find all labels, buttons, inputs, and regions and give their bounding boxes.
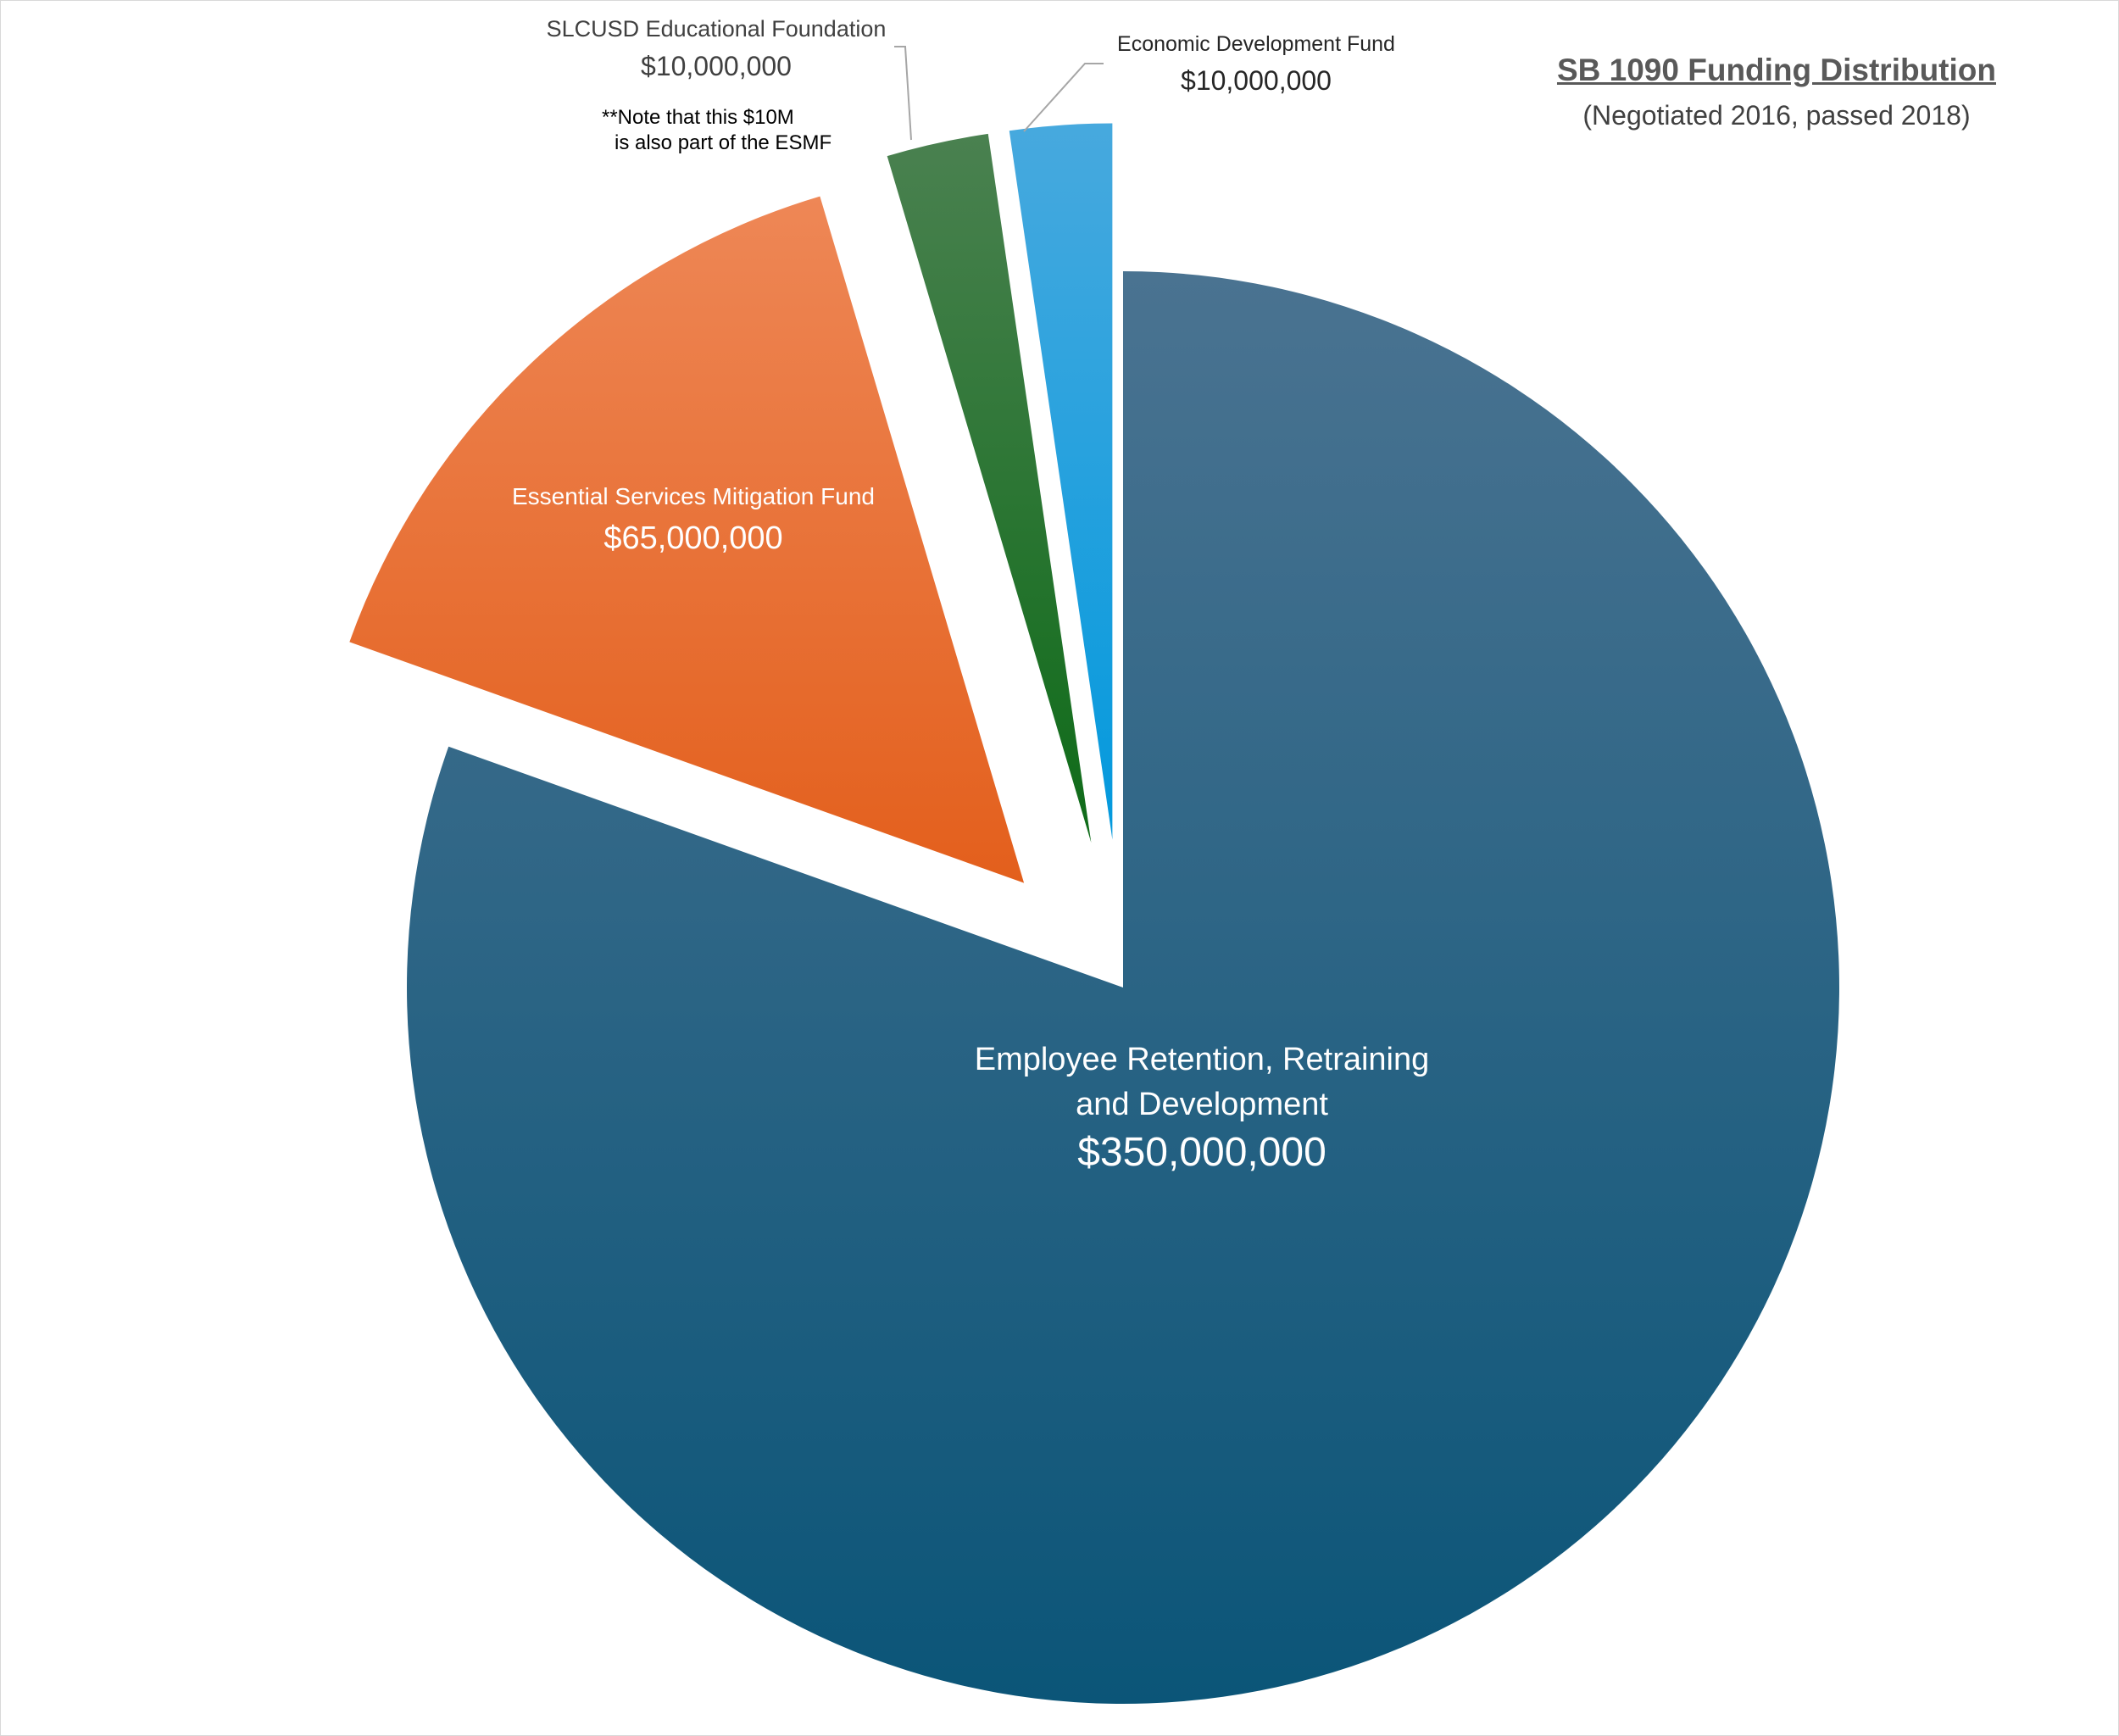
slice-label-employee-retention: Employee Retention, Retraining [975,1042,1430,1077]
pie-slice-economic-development [1009,123,1113,840]
slice-value-slcusd-foundation: $10,000,000 [641,51,792,81]
slice-label-essential-services: Essential Services Mitigation Fund [512,483,875,509]
slice-label-employee-retention: and Development [1076,1087,1328,1122]
title-block: SB 1090 Funding Distribution (Negotiated… [1557,53,1996,131]
leader-line-economic-development [1023,63,1104,132]
pie-slice-employee-retention [407,271,1839,1705]
slice-label-slcusd-foundation: SLCUSD Educational Foundation [547,16,887,42]
slice-note-slcusd-foundation: is also part of the ESMF [615,131,831,154]
slice-value-essential-services: $65,000,000 [603,520,782,556]
pie-slice-slcusd-foundation [887,133,1092,843]
slice-label-economic-development: Economic Development Fund [1117,32,1395,56]
pie-slice-essential-services [349,196,1025,883]
leader-line-slcusd-foundation [894,46,912,141]
chart-title: SB 1090 Funding Distribution [1556,53,1996,87]
slice-note-slcusd-foundation: **Note that this $10M [602,106,794,129]
chart-subtitle: (Negotiated 2016, passed 2018) [1582,100,1971,131]
slice-value-employee-retention: $350,000,000 [1077,1130,1326,1175]
slice-value-economic-development: $10,000,000 [1181,65,1332,96]
